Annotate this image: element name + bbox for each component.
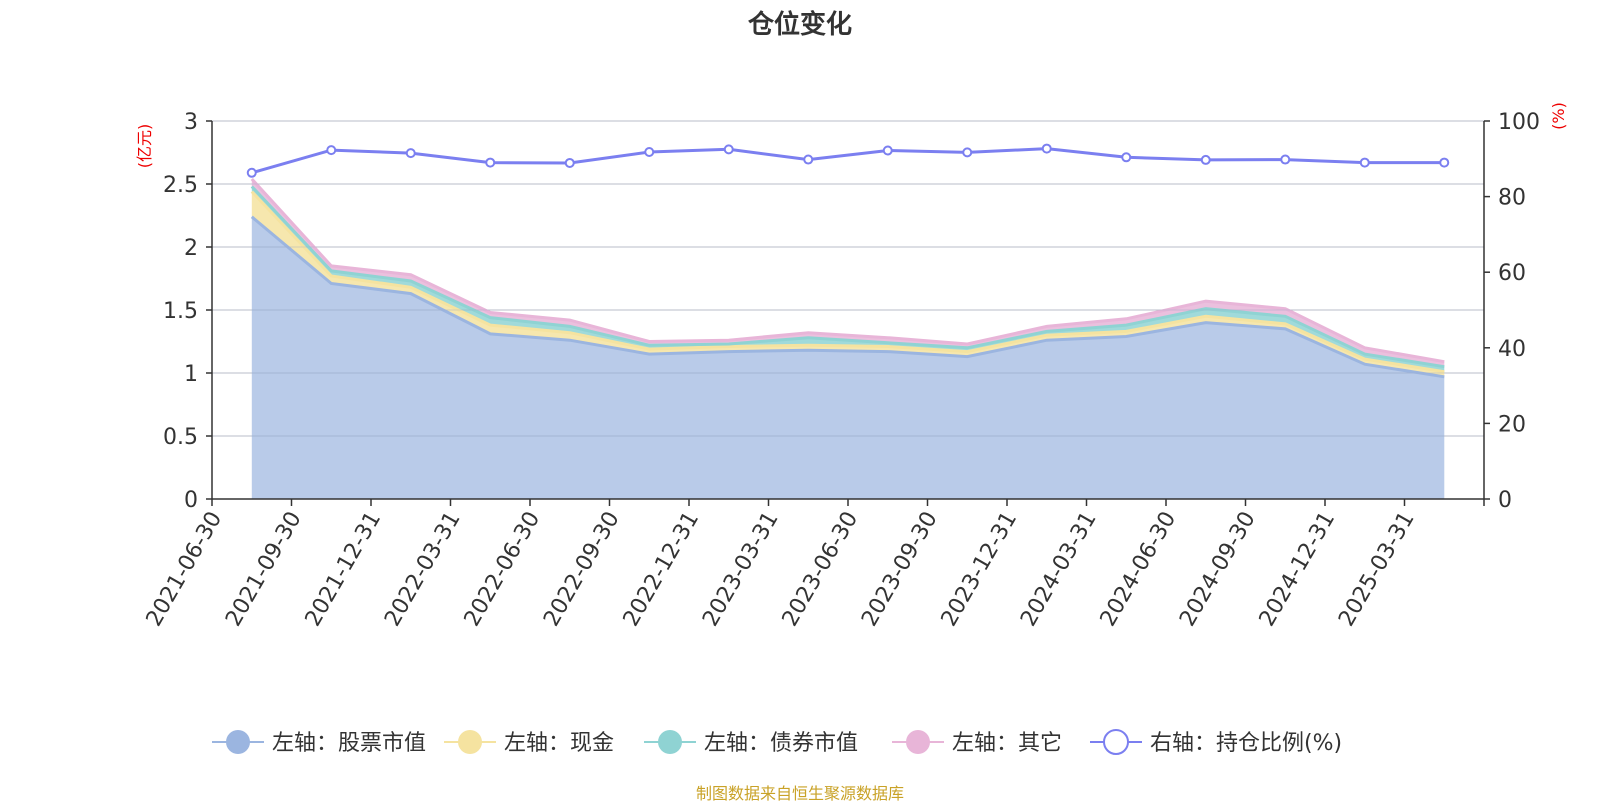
x-tick-label: 2024-12-31 xyxy=(1255,508,1341,631)
holding-ratio-point xyxy=(326,145,337,156)
holding-ratio-point xyxy=(1280,154,1291,165)
legend-marker xyxy=(658,730,682,754)
x-tick-label: 2022-03-31 xyxy=(380,508,466,631)
area-edge-2 xyxy=(250,190,1445,374)
holding-ratio-point xyxy=(1041,143,1052,154)
left-axis-unit: (亿元) xyxy=(135,124,154,169)
right-tick-label: 80 xyxy=(1498,186,1526,211)
x-tick-label: 2021-09-30 xyxy=(221,508,307,631)
legend-label: 左轴：现金 xyxy=(504,731,614,756)
x-tick-label: 2022-12-31 xyxy=(619,508,705,631)
holding-ratio-point xyxy=(1121,152,1132,163)
right-tick-label: 60 xyxy=(1498,261,1526,286)
legend-label: 左轴：债券市值 xyxy=(704,731,858,756)
legend-marker xyxy=(226,730,250,754)
area-edge-3 xyxy=(250,185,1445,369)
holding-ratio-point xyxy=(723,144,734,155)
x-tick-label: 2022-09-30 xyxy=(539,508,625,631)
right-axis-unit: (%) xyxy=(1549,102,1568,130)
holding-ratio-point xyxy=(1200,154,1211,165)
holding-ratio-point xyxy=(564,157,575,168)
x-tick-label: 2021-06-30 xyxy=(142,508,228,631)
x-tick-label: 2024-09-30 xyxy=(1175,508,1261,631)
data-source-note: 制图数据来自恒生聚源数据库 xyxy=(695,784,904,803)
left-tick-label: 0.5 xyxy=(163,425,198,450)
legend-label: 左轴：股票市值 xyxy=(272,731,426,756)
legend-marker xyxy=(906,730,930,754)
right-tick-label: 40 xyxy=(1498,337,1526,362)
area-2 xyxy=(251,191,1445,377)
left-tick-label: 3 xyxy=(184,110,198,135)
area-1 xyxy=(251,216,1445,500)
area-edge-1 xyxy=(250,215,1445,379)
holding-ratio-point xyxy=(1359,157,1370,168)
right-tick-label: 20 xyxy=(1498,412,1526,437)
x-tick-label: 2023-06-30 xyxy=(778,508,864,631)
holding-ratio-point xyxy=(1439,157,1450,168)
x-tick-label: 2022-06-30 xyxy=(460,508,546,631)
x-tick-label: 2025-03-31 xyxy=(1334,508,1420,631)
left-tick-label: 2 xyxy=(184,236,198,261)
holding-ratio-point xyxy=(882,145,893,156)
holding-ratio-point xyxy=(962,147,973,158)
holding-ratio-point xyxy=(803,154,814,165)
legend-marker xyxy=(458,730,482,754)
legend-marker xyxy=(1103,729,1129,755)
right-tick-label: 0 xyxy=(1498,488,1512,513)
left-tick-label: 2.5 xyxy=(163,173,198,198)
x-tick-label: 2024-06-30 xyxy=(1096,508,1182,631)
left-tick-label: 1.5 xyxy=(163,299,198,324)
x-tick-label: 2023-12-31 xyxy=(937,508,1023,631)
x-tick-label: 2024-03-31 xyxy=(1016,508,1102,631)
x-tick-label: 2023-09-30 xyxy=(857,508,943,631)
area-edge-4 xyxy=(250,177,1445,364)
chart-title: 仓位变化 xyxy=(747,9,852,40)
holding-ratio-point xyxy=(644,146,655,157)
legend-label: 左轴：其它 xyxy=(952,731,1062,756)
holding-ratio-point xyxy=(485,157,496,168)
holding-ratio-point xyxy=(246,167,257,178)
holding-ratio-line xyxy=(251,147,1445,175)
legend-label: 右轴：持仓比例(%) xyxy=(1150,731,1342,756)
left-tick-label: 0 xyxy=(184,488,198,513)
left-tick-label: 1 xyxy=(184,362,198,387)
right-tick-label: 100 xyxy=(1498,110,1540,135)
x-tick-label: 2021-12-31 xyxy=(301,508,387,631)
holding-ratio-point xyxy=(405,148,416,159)
x-tick-label: 2023-03-31 xyxy=(698,508,784,631)
